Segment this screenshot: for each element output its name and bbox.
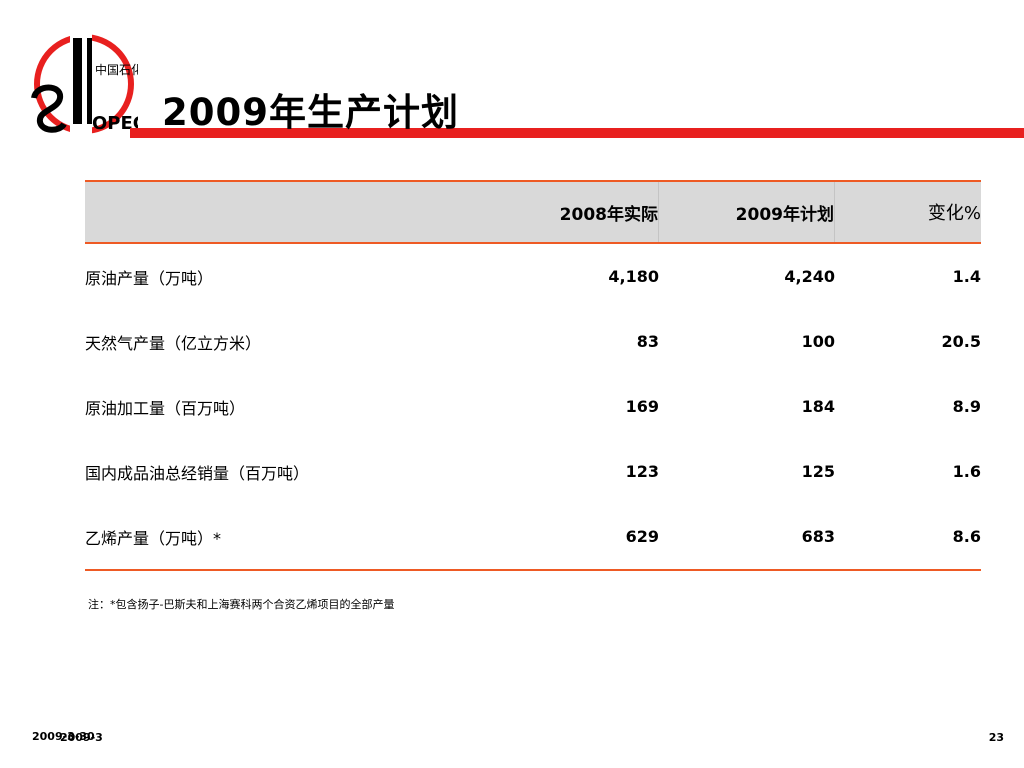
cell-2008: 4,180	[608, 267, 659, 286]
row-label: 国内成品油总经销量（百万吨）	[85, 463, 310, 483]
cell-2009: 683	[801, 527, 835, 546]
header-empty	[85, 182, 487, 242]
cell-2008: 169	[625, 397, 659, 416]
header-2009-plan: 2009年计划	[659, 182, 835, 242]
cell-change: 1.4	[952, 267, 981, 286]
slide-title: 2009年生产计划	[162, 91, 459, 134]
table-row: 原油产量（万吨） 4,180 4,240 1.4	[85, 244, 981, 309]
page-number: 23	[988, 731, 1004, 744]
cell-2009: 125	[801, 462, 835, 481]
header-2008-actual: 2008年实际	[487, 182, 659, 242]
title-rule	[130, 128, 1024, 138]
cell-2008: 83	[636, 332, 659, 351]
cell-2009: 4,240	[784, 267, 835, 286]
table-row: 乙烯产量（万吨）* 629 683 8.6	[85, 504, 981, 569]
footnote: 注：*包含扬子-巴斯夫和上海赛科两个合资乙烯项目的全部产量	[88, 598, 395, 611]
cell-change: 20.5	[941, 332, 981, 351]
header-change-pct: 变化%	[927, 203, 981, 224]
row-label: 乙烯产量（万吨）*	[85, 528, 222, 548]
cell-change: 8.6	[952, 527, 981, 546]
row-label: 天然气产量（亿立方米）	[85, 333, 262, 353]
cell-change: 1.6	[952, 462, 981, 481]
svg-text:中国石化: 中国石化	[95, 62, 138, 77]
production-plan-table: 2008年实际 2009年计划 变化% 原油产量（万吨） 4,180 4,240…	[85, 180, 981, 571]
cell-2008: 629	[625, 527, 659, 546]
footer-date-overlay: 2009-3	[60, 731, 103, 744]
table-row: 原油加工量（百万吨） 169 184 8.9	[85, 374, 981, 439]
row-label: 原油加工量（百万吨）	[85, 398, 246, 418]
sinopec-logo: 中国石化 OPEC	[26, 28, 146, 136]
table-header: 2008年实际 2009年计划 变化%	[85, 180, 981, 244]
table-row: 天然气产量（亿立方米） 83 100 20.5	[85, 309, 981, 374]
table-row: 国内成品油总经销量（百万吨） 123 125 1.6	[85, 439, 981, 504]
cell-change: 8.9	[952, 397, 981, 416]
footer-date: 2009-3-30	[32, 730, 95, 743]
row-label: 原油产量（万吨）	[85, 268, 214, 288]
cell-2009: 100	[801, 332, 835, 351]
cell-2008: 123	[625, 462, 659, 481]
cell-2009: 184	[801, 397, 835, 416]
